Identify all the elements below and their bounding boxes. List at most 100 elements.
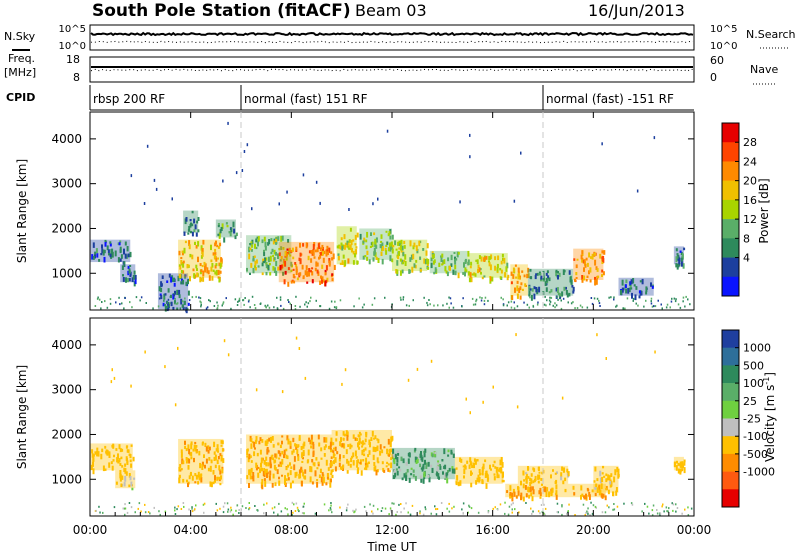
heatmap-cell [470, 277, 473, 283]
heatmap-cell [129, 265, 132, 267]
heatmap-cell [334, 466, 337, 472]
heatmap-cell [374, 238, 377, 245]
heatmap-cell [376, 457, 379, 463]
heatmap-cell [152, 307, 154, 310]
heatmap-cell [266, 448, 269, 455]
nsky-trace [90, 31, 694, 37]
heatmap-cell [356, 260, 359, 265]
heatmap-cell [255, 239, 258, 243]
heatmap-cell [539, 512, 541, 515]
heatmap-cell [550, 296, 553, 299]
heatmap-cell [292, 511, 294, 514]
heatmap-cell [217, 456, 220, 460]
power-colorbar-label: Power [dB] [757, 178, 771, 243]
heatmap-cell [594, 276, 596, 280]
heatmap-cell [499, 459, 502, 466]
x-tick-label: 00:00 [73, 523, 108, 537]
heatmap-cell [447, 449, 450, 453]
heatmap-cell [330, 461, 333, 467]
heatmap-cell [328, 307, 331, 310]
heatmap-cell [389, 507, 392, 510]
heatmap-cell [190, 441, 193, 446]
heatmap-cell [158, 286, 161, 292]
heatmap-cell [278, 252, 281, 257]
heatmap-cell [561, 505, 563, 508]
heatmap-cell [430, 257, 433, 262]
heatmap-cell [613, 503, 615, 505]
heatmap-cell [543, 486, 546, 489]
heatmap-cell [493, 473, 496, 476]
heatmap-cell [469, 411, 471, 415]
heatmap-cell [158, 510, 160, 513]
heatmap-cell [582, 503, 585, 506]
heatmap-cell [330, 502, 332, 504]
heatmap-cell [549, 303, 551, 306]
heatmap-cell [188, 240, 191, 246]
heatmap-cell [196, 272, 199, 278]
heatmap-cell [309, 466, 312, 472]
heatmap-cell [567, 510, 569, 513]
heatmap-cell [296, 449, 299, 455]
heatmap-cell [416, 458, 419, 463]
heatmap-cell [327, 249, 329, 256]
heatmap-cell [194, 224, 197, 230]
heatmap-cell [321, 264, 324, 269]
heatmap-cell [184, 297, 186, 300]
heatmap-cell [124, 463, 127, 467]
heatmap-cell [280, 304, 282, 307]
heatmap-cell [182, 478, 185, 483]
heatmap-cell [111, 368, 113, 372]
heatmap-cell [571, 285, 574, 288]
heatmap-cell [389, 441, 392, 448]
heatmap-cell [402, 296, 405, 299]
heatmap-cell [160, 288, 163, 293]
heatmap-cell [179, 265, 182, 270]
heatmap-cell [450, 263, 453, 267]
heatmap-cell [188, 244, 191, 250]
heatmap-cell [560, 476, 563, 481]
heatmap-cell [295, 444, 298, 450]
heatmap-cell [277, 513, 279, 516]
heatmap-cell [530, 507, 532, 510]
heatmap-cell [590, 256, 592, 259]
heatmap-cell [302, 276, 305, 280]
heatmap-cell [188, 226, 191, 232]
heatmap-cell [311, 253, 314, 256]
heatmap-cell [399, 270, 402, 276]
heatmap-cell [297, 508, 299, 511]
heatmap-cell [227, 508, 230, 511]
heatmap-cell [535, 273, 538, 276]
heatmap-cell [147, 511, 150, 513]
heatmap-cell [661, 307, 663, 310]
heatmap-cell [482, 400, 484, 404]
heatmap-cell [343, 246, 346, 250]
heatmap-cell [312, 444, 315, 450]
heatmap-cell [358, 297, 360, 300]
heatmap-cell [322, 257, 325, 263]
heatmap-cell [214, 252, 217, 256]
heatmap-cell [115, 448, 118, 451]
heatmap-cell [581, 259, 584, 263]
heatmap-cell [681, 468, 684, 472]
heatmap-cell [230, 509, 233, 512]
power-colorbar-swatch [722, 219, 739, 239]
heatmap-cell [284, 480, 286, 486]
heatmap-cell [316, 262, 319, 267]
heatmap-cell [284, 475, 286, 481]
heatmap-region [183, 210, 199, 233]
heatmap-cell [335, 438, 338, 442]
x-tick-label: 16:00 [475, 523, 510, 537]
heatmap-cell [200, 474, 203, 478]
heatmap-cell [337, 256, 340, 261]
heatmap-cell [348, 247, 351, 250]
heatmap-cell [260, 457, 263, 464]
heatmap-cell [516, 305, 519, 308]
heatmap-cell [111, 465, 114, 471]
heatmap-cell [260, 462, 262, 468]
heatmap-cell [513, 307, 516, 310]
heatmap-cell [677, 462, 680, 466]
heatmap-cell [454, 258, 457, 265]
heatmap-cell [288, 247, 291, 251]
heatmap-cell [560, 307, 563, 310]
heatmap-cell [583, 275, 586, 281]
